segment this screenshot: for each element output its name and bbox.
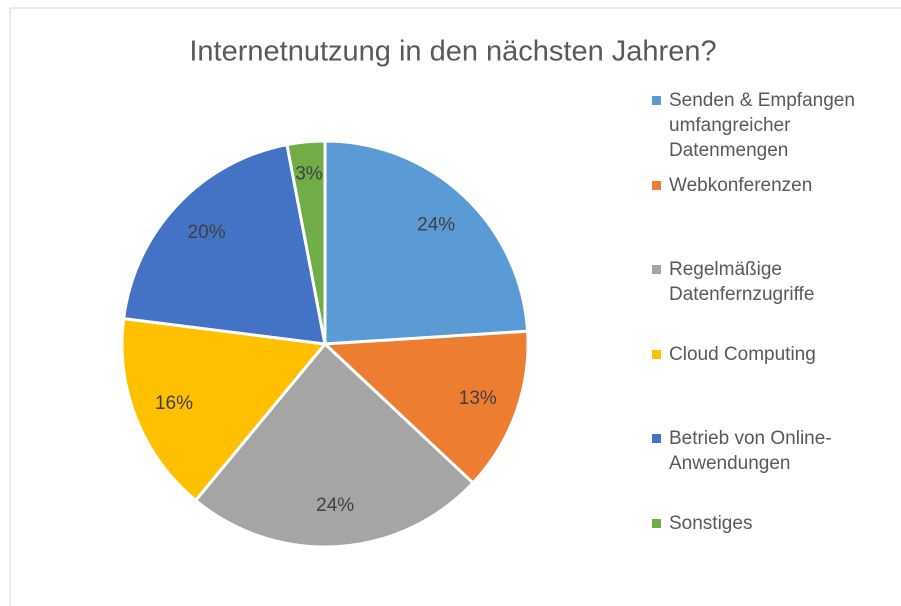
chart-title: Internetnutzung in den nächsten Jahren? [189,36,716,68]
chart-frame [9,7,901,606]
data-label: 24% [417,215,455,236]
pie-slice [122,143,327,346]
legend-item: Webkonferenzen [652,173,892,198]
pie-slice [323,139,530,346]
legend-swatch [652,349,661,359]
legend-item: Cloud Computing [652,342,892,367]
legend-item: Senden & Empfangen umfangreicher Datenme… [652,88,892,163]
legend-swatch [652,180,661,190]
pie-slice [323,329,530,485]
data-label: 3% [295,163,323,184]
legend-item: Betrieb von Online-Anwendungen [652,426,892,476]
data-label: 13% [459,388,497,409]
legend-swatch [652,518,661,528]
legend-item: Regelmäßige Datenfernzugriffe [652,257,892,307]
legend-swatch [652,96,661,105]
data-label: 16% [155,393,193,414]
data-label: 24% [316,495,354,516]
legend-label: Cloud Computing [669,343,816,365]
legend-item: Sonstiges [652,511,892,536]
pie-slice [120,317,327,502]
legend-label: Sonstiges [669,512,753,534]
pie-slice [194,342,475,549]
pie-slice [285,139,327,346]
legend-label: Senden & Empfangen umfangreicher Datenme… [669,90,855,161]
legend-label: Regelmäßige Datenfernzugriffe [669,259,815,305]
legend-swatch [652,265,661,274]
legend-label: Webkonferenzen [669,174,813,196]
data-label: 20% [188,222,226,243]
legend-swatch [652,434,661,443]
legend-label: Betrieb von Online-Anwendungen [669,428,832,474]
